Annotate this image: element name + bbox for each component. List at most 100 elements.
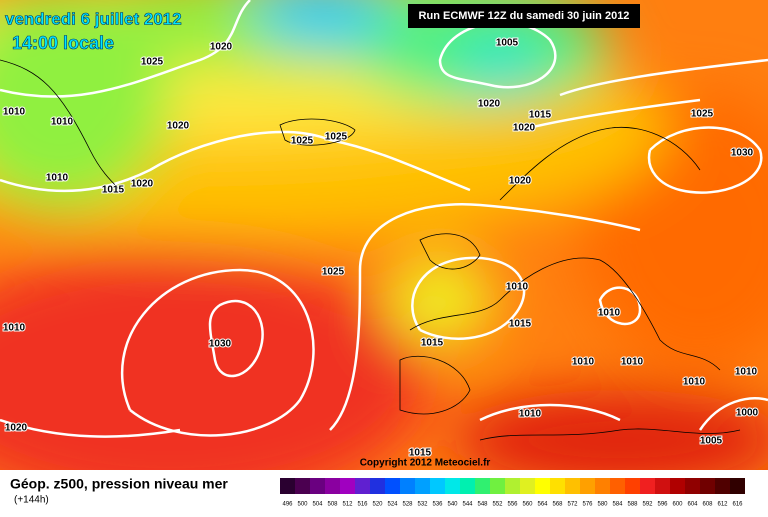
scale-label: 616 [732,502,743,508]
isobar-label: 1030 [209,339,232,350]
scale-label: 520 [372,502,383,508]
scale-label: 600 [672,502,683,508]
isobar-label: 1010 [683,377,706,388]
isobars [0,0,768,438]
scale-label: 544 [462,502,473,508]
scale-swatch [310,478,325,494]
scale-swatch [490,478,505,494]
isobar-label: 1010 [735,367,758,378]
scale-swatch [565,478,580,494]
scale-label: 512 [342,502,353,508]
scale-label: 612 [717,502,728,508]
isobar-label: 1010 [3,323,26,334]
scale-swatch [385,478,400,494]
isobar-label: 1020 [167,121,190,132]
isobar-label: 1010 [519,409,542,420]
scale-label: 508 [327,502,338,508]
coastlines [0,59,741,441]
scale-swatch [370,478,385,494]
isobar-label: 1020 [210,42,233,53]
scale-swatch [730,478,745,494]
scale-label: 572 [567,502,578,508]
scale-label: 584 [612,502,623,508]
scale-swatch [520,478,535,494]
scale-swatch [400,478,415,494]
isobar-label: 1030 [731,148,754,159]
scale-label: 548 [477,502,488,508]
scale-swatch [640,478,655,494]
scale-swatch [430,478,445,494]
isobar-label: 1005 [700,436,723,447]
scale-swatch [550,478,565,494]
run-box [408,4,640,28]
scale-swatch [460,478,475,494]
isobar-label: 1020 [478,99,501,110]
legend-subtitle: (+144h) [14,495,49,506]
isobar-label: 1015 [509,319,532,330]
scale-label: 504 [312,502,323,508]
isobar-label: 1020 [509,176,532,187]
scale-swatch [355,478,370,494]
scale-swatch [685,478,700,494]
scale-label: 536 [432,502,443,508]
scale-swatch [595,478,610,494]
isobar-label: 1000 [736,408,759,419]
scale-label: 560 [522,502,533,508]
scale-swatch [580,478,595,494]
color-scale: 496 500 504 508 512 516 520 524 528 532 536 540 544 5… [280,478,745,508]
scale-swatch [295,478,310,494]
scale-swatch [475,478,490,494]
isobar-label: 1015 [102,185,125,196]
isobar-label: 1025 [691,109,714,120]
scale-swatch [715,478,730,494]
scale-label: 576 [582,502,593,508]
isobar-label: 1025 [141,57,164,68]
scale-label: 556 [507,502,518,508]
scale-swatch [415,478,430,494]
isobar-label: 1005 [496,38,519,49]
isobar-label: 1020 [513,123,536,134]
scale-swatch [505,478,520,494]
isobar-label: 1020 [5,423,28,434]
scale-swatch [670,478,685,494]
scale-swatch [700,478,715,494]
time-title: 14:00 locale [12,33,114,53]
scale-swatch [535,478,550,494]
scale-label: 564 [537,502,548,508]
isobar-label: 1015 [529,110,552,121]
scale-label: 596 [657,502,668,508]
isobar-label: 1010 [506,282,529,293]
scale-label: 524 [387,502,398,508]
isobar-label: 1025 [325,132,348,143]
isobar-label: 1010 [572,357,595,368]
legend-title: Géop. z500, pression niveau mer [10,476,228,492]
scale-swatch [445,478,460,494]
scale-label: 496 [282,502,293,508]
scale-swatch [280,478,295,494]
scale-label: 588 [627,502,638,508]
scale-label: 580 [597,502,608,508]
scale-label: 608 [702,502,713,508]
scale-label: 528 [402,502,413,508]
isobar-label: 1025 [322,267,345,278]
scale-swatch [325,478,340,494]
scale-label: 532 [417,502,428,508]
scale-swatch [625,478,640,494]
isobar-label: 1015 [421,338,444,349]
scale-label: 592 [642,502,653,508]
scale-swatch [655,478,670,494]
scale-label: 500 [297,502,308,508]
scale-label: 516 [357,502,368,508]
isobar-label: 1015 [409,448,432,459]
isobar-label: 1020 [131,179,154,190]
isobar-label: 1010 [598,308,621,319]
copyright: Copyright 2012 Meteociel.fr [360,458,491,469]
run-text: Run ECMWF 12Z du samedi 30 juin 2012 [419,10,630,22]
scale-label: 552 [492,502,503,508]
scale-swatch [340,478,355,494]
scale-swatch [610,478,625,494]
scale-label: 604 [687,502,698,508]
isobar-label: 1010 [3,107,26,118]
isobar-label: 1010 [46,173,69,184]
